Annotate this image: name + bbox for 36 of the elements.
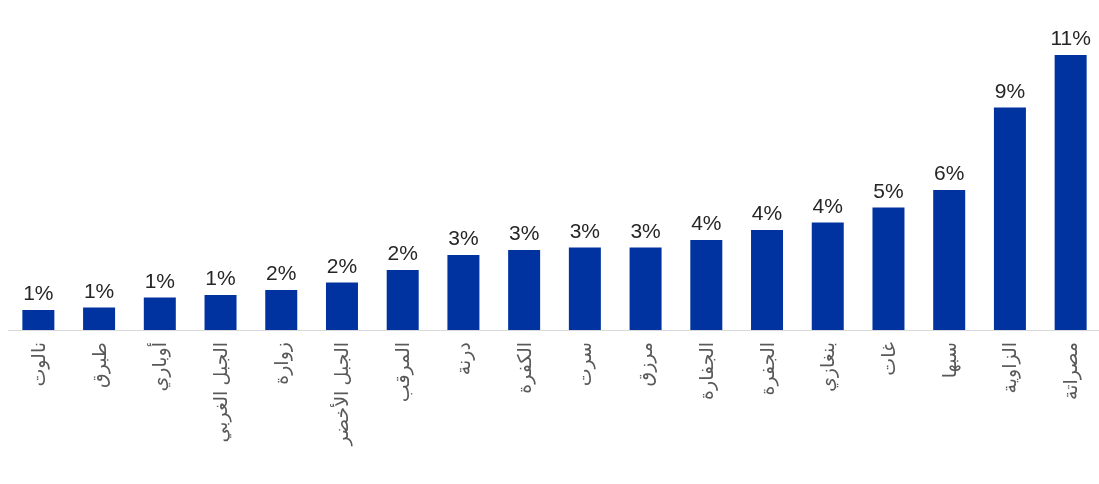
x-tick-label: غات	[877, 341, 899, 376]
data-label: 3%	[448, 226, 479, 249]
data-label: 1%	[23, 281, 54, 304]
x-tick-label: الجفارة	[695, 342, 718, 400]
data-label: 2%	[387, 241, 418, 264]
data-label: 5%	[873, 178, 904, 202]
data-label: 1%	[83, 278, 115, 302]
data-label: 6%	[934, 161, 965, 184]
x-tick-label: سرت	[574, 342, 597, 387]
x-tick-label: سبها	[938, 342, 961, 379]
data-label: 11%	[1050, 26, 1091, 49]
data-label: 1%	[205, 266, 236, 289]
x-tick-label: مرزق	[635, 342, 658, 387]
x-tick-label: بنغازي	[817, 342, 840, 393]
data-label: 3%	[630, 218, 661, 242]
data-label: 4%	[812, 193, 843, 217]
x-tick-label: درنة	[452, 342, 475, 376]
x-tick-label: الجفرة	[756, 342, 779, 396]
x-tick-label: الكفرة	[513, 342, 536, 394]
x-tick-label: الجبل الأخضر	[330, 342, 354, 447]
x-tick-label: نالوت	[27, 342, 50, 387]
data-label: 2%	[266, 261, 297, 284]
x-tick-label: الزاوية	[999, 342, 1022, 394]
data-label: 3%	[569, 218, 601, 242]
data-label: 3%	[508, 221, 540, 244]
x-tick-label: طبرق	[88, 342, 111, 389]
data-label: 1%	[144, 268, 175, 292]
data-label: 2%	[326, 253, 358, 277]
x-tick-label: مصراتة	[1060, 342, 1083, 400]
data-label: 4%	[691, 211, 722, 234]
x-tick-label: زوارة	[270, 342, 293, 385]
x-tick-label: الجبل الغربي	[210, 342, 233, 443]
x-tick-label: أوباري	[147, 342, 172, 392]
data-label: 9%	[994, 78, 1026, 102]
data-label: 4%	[751, 201, 783, 224]
x-tick-label: المرقب	[392, 342, 415, 403]
